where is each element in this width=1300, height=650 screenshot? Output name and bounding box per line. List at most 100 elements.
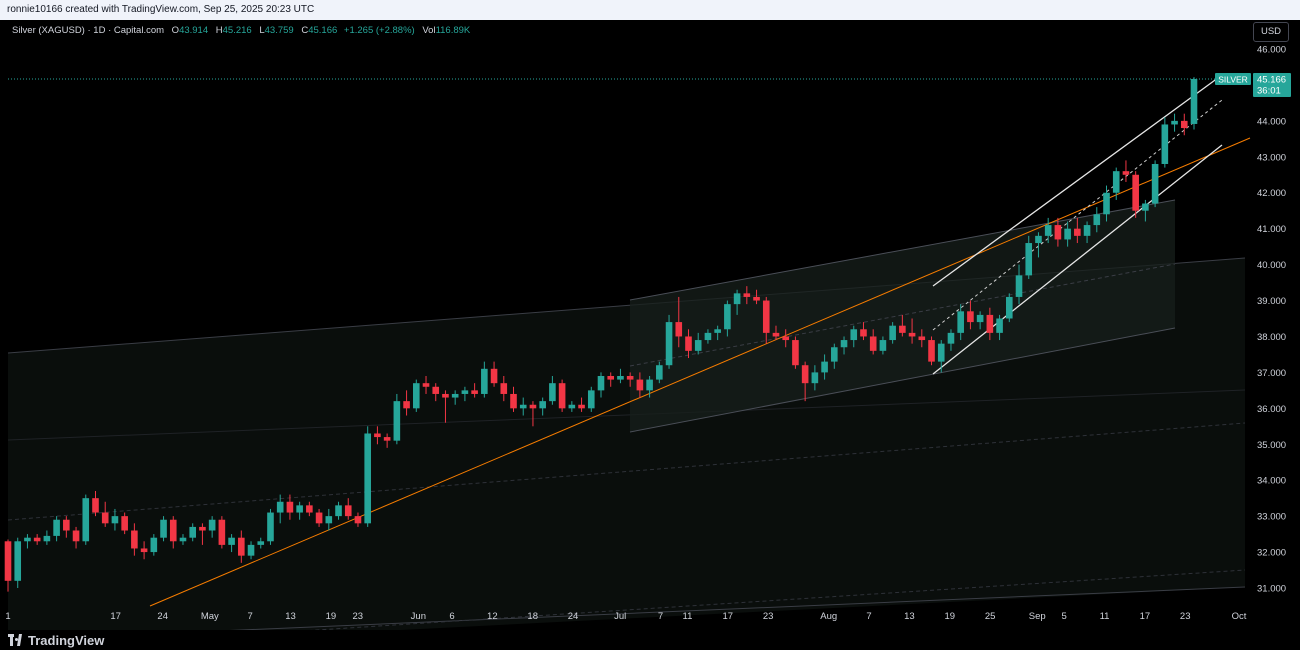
candle-body	[218, 519, 226, 545]
candle-body	[1035, 235, 1042, 244]
currency-button[interactable]: USD	[1253, 22, 1289, 42]
candle	[1025, 235, 1033, 279]
candle-body	[724, 304, 731, 330]
price-chart[interactable]: 46.00045.00044.00043.00042.00041.00040.0…	[0, 20, 1300, 630]
candle-body	[228, 537, 235, 545]
candle	[101, 501, 109, 527]
candle-body	[111, 516, 119, 524]
price-tick-label: 37.000	[1257, 368, 1286, 379]
candle-body	[937, 343, 945, 362]
candle-body	[432, 386, 440, 394]
candle-body	[792, 340, 799, 366]
candle-body	[568, 404, 576, 409]
attribution-bar: ronnie10166 created with TradingView.com…	[0, 0, 1300, 20]
candle-body	[578, 404, 585, 409]
candle-body	[928, 340, 935, 362]
candle	[354, 512, 362, 527]
chart-area[interactable]: 46.00045.00044.00043.00042.00041.00040.0…	[0, 20, 1300, 630]
candle	[568, 401, 576, 412]
tradingview-brand[interactable]: TradingView	[8, 633, 104, 648]
candle-body	[335, 505, 342, 517]
time-tick-label: 18	[527, 611, 538, 622]
candle-body	[306, 505, 313, 513]
time-tick-label: Jun	[411, 611, 426, 622]
candle	[976, 311, 984, 330]
candle-body	[199, 526, 206, 531]
time-tick-label: May	[201, 611, 219, 622]
mid-channel-lower-line	[629, 327, 1176, 433]
orange-trendline	[149, 137, 1251, 607]
candle-body	[539, 401, 546, 409]
candle-body	[1025, 243, 1033, 276]
candle	[889, 322, 896, 344]
candle	[549, 375, 556, 405]
candle-body	[169, 519, 177, 542]
candle-body	[1142, 203, 1149, 211]
candle	[247, 541, 255, 560]
candle-body	[1180, 120, 1188, 129]
candle-body	[675, 322, 683, 337]
price-tick-label: 44.000	[1257, 116, 1286, 127]
time-tick-label: Oct	[1232, 611, 1247, 622]
candle	[743, 286, 751, 305]
candle	[325, 508, 333, 531]
candle	[869, 329, 877, 355]
price-tick-label: 36.000	[1257, 404, 1286, 415]
candle	[529, 401, 537, 427]
time-tick-label: Jul	[614, 611, 626, 622]
candle	[276, 494, 284, 524]
candle-body	[53, 519, 60, 536]
price-tick-label: 41.000	[1257, 224, 1286, 235]
candle-body	[587, 390, 595, 409]
time-tick-label: 11	[682, 611, 692, 622]
candle	[179, 534, 187, 545]
candle-body	[957, 311, 964, 333]
candle-body	[140, 548, 148, 553]
time-tick-label: 6	[449, 611, 454, 622]
candle	[63, 516, 70, 538]
candle-body	[986, 314, 994, 333]
candle-body	[72, 530, 80, 542]
candle-body	[753, 296, 760, 301]
time-tick-label: 25	[985, 611, 996, 622]
candle	[947, 329, 955, 351]
candle-body	[461, 390, 469, 394]
candle-body	[1015, 275, 1023, 297]
candle	[1064, 221, 1071, 247]
candle	[1142, 199, 1149, 222]
candle	[24, 534, 31, 549]
price-axis[interactable]: 46.00045.00044.00043.00042.00041.00040.0…	[1257, 45, 1286, 595]
candle	[111, 508, 119, 531]
candle-body	[101, 512, 109, 524]
candle-body	[996, 318, 1003, 333]
time-tick-label: 13	[904, 611, 915, 622]
candle	[753, 289, 760, 305]
candle	[860, 322, 867, 341]
candle-body	[947, 332, 955, 344]
candle	[199, 523, 206, 545]
candle	[724, 300, 731, 337]
high-value: 45.216	[222, 25, 252, 36]
candle-body	[364, 433, 371, 524]
candle-body	[500, 383, 508, 394]
symbol-legend[interactable]: Silver (XAGUSD) · 1D · Capital.com O43.9…	[12, 25, 470, 36]
candle-body	[694, 340, 702, 351]
candle	[393, 393, 401, 445]
open-value: 43.914	[179, 25, 209, 36]
brand-name: TradingView	[28, 633, 105, 648]
time-tick-label: 13	[285, 611, 296, 622]
candle	[33, 534, 41, 545]
time-axis[interactable]: 1 17 24 May 7 13 19 23 Jun 6 12 18 24 Jul 7 11 17 23 Aug 7 1…	[5, 611, 1246, 622]
candle	[403, 390, 410, 416]
candle-body	[276, 501, 284, 513]
candle	[218, 516, 226, 549]
candle	[169, 516, 177, 549]
candle	[996, 314, 1003, 341]
candle-body	[247, 544, 255, 556]
time-tick-label: 24	[157, 611, 168, 622]
candle	[986, 307, 994, 341]
candle-body	[24, 537, 31, 542]
candle	[296, 501, 303, 520]
candle	[1054, 217, 1062, 247]
candle	[510, 386, 517, 412]
